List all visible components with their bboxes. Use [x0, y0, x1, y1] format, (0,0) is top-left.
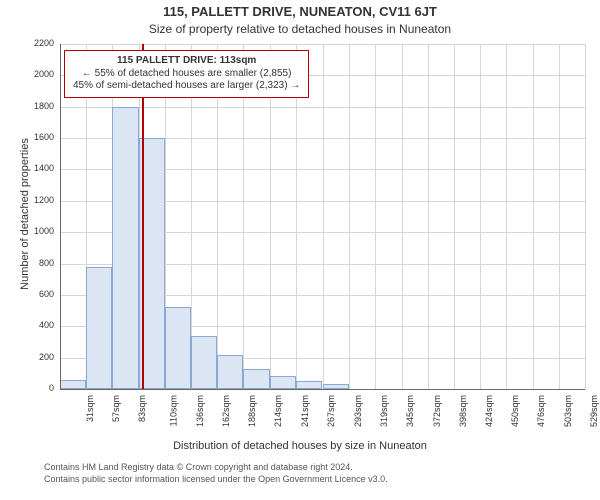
gridline-v — [402, 44, 403, 389]
attribution: Contains HM Land Registry data © Crown c… — [44, 462, 388, 485]
y-tick-label: 1000 — [26, 226, 54, 236]
histogram-bar — [60, 380, 86, 389]
x-tick-label: 136sqm — [195, 395, 205, 427]
y-tick-label: 200 — [26, 352, 54, 362]
x-tick-label: 83sqm — [137, 395, 147, 422]
x-tick-label: 398sqm — [458, 395, 468, 427]
y-tick-label: 800 — [26, 258, 54, 268]
x-tick-label: 57sqm — [111, 395, 121, 422]
x-tick-label: 214sqm — [273, 395, 283, 427]
histogram-bar — [243, 369, 270, 389]
plot-area: 0200400600800100012001400160018002000220… — [60, 44, 585, 389]
figure-subtitle: Size of property relative to detached ho… — [0, 22, 600, 36]
x-axis-title: Distribution of detached houses by size … — [0, 440, 600, 452]
histogram-bar — [86, 267, 112, 389]
x-tick-label: 372sqm — [432, 395, 442, 427]
y-axis-title: Number of detached properties — [19, 114, 31, 314]
x-tick-label: 241sqm — [300, 395, 310, 427]
x-tick-label: 110sqm — [169, 395, 179, 426]
y-tick-label: 1600 — [26, 132, 54, 142]
gridline-v — [506, 44, 507, 389]
gridline-v — [585, 44, 586, 389]
x-tick-label: 188sqm — [247, 395, 257, 427]
y-axis-line — [60, 44, 61, 389]
y-tick-label: 2200 — [26, 38, 54, 48]
annotation-line-1: 115 PALLETT DRIVE: 113sqm — [73, 55, 300, 68]
y-tick-label: 2000 — [26, 69, 54, 79]
property-annotation: 115 PALLETT DRIVE: 113sqm← 55% of detach… — [64, 50, 309, 98]
attribution-line-2: Contains public sector information licen… — [44, 474, 388, 486]
histogram-bar — [165, 307, 191, 389]
histogram-bar — [191, 336, 217, 389]
x-tick-label: 450sqm — [510, 395, 520, 427]
x-tick-label: 345sqm — [405, 395, 415, 427]
annotation-line-3: 45% of semi-detached houses are larger (… — [73, 80, 300, 93]
y-tick-label: 1400 — [26, 163, 54, 173]
histogram-bar — [296, 381, 322, 389]
gridline-v — [559, 44, 560, 389]
x-tick-label: 319sqm — [379, 395, 389, 427]
gridline-v — [480, 44, 481, 389]
histogram-bar — [270, 376, 296, 389]
histogram-bar — [217, 355, 243, 390]
y-tick-label: 600 — [26, 289, 54, 299]
histogram-bar — [112, 107, 139, 389]
gridline-v — [428, 44, 429, 389]
gridline-v — [375, 44, 376, 389]
x-tick-label: 424sqm — [484, 395, 494, 427]
x-tick-label: 503sqm — [563, 395, 573, 427]
y-tick-label: 1800 — [26, 101, 54, 111]
y-tick-label: 0 — [26, 383, 54, 393]
x-tick-label: 162sqm — [221, 395, 231, 427]
y-tick-label: 1200 — [26, 195, 54, 205]
figure-title: 115, PALLETT DRIVE, NUNEATON, CV11 6JT — [0, 4, 600, 20]
x-axis-line — [60, 389, 585, 390]
gridline-v — [323, 44, 324, 389]
x-tick-label: 31sqm — [85, 395, 95, 422]
gridline-v — [533, 44, 534, 389]
chart-area: 0200400600800100012001400160018002000220… — [60, 44, 585, 389]
attribution-line-1: Contains HM Land Registry data © Crown c… — [44, 462, 388, 474]
y-tick-label: 400 — [26, 320, 54, 330]
figure-root: 115, PALLETT DRIVE, NUNEATON, CV11 6JT S… — [0, 0, 600, 500]
x-tick-label: 529sqm — [589, 395, 599, 427]
gridline-v — [454, 44, 455, 389]
x-tick-label: 267sqm — [326, 395, 336, 427]
gridline-v — [349, 44, 350, 389]
x-tick-label: 476sqm — [536, 395, 546, 427]
x-tick-label: 293sqm — [353, 395, 363, 427]
annotation-line-2: ← 55% of detached houses are smaller (2,… — [73, 68, 300, 81]
